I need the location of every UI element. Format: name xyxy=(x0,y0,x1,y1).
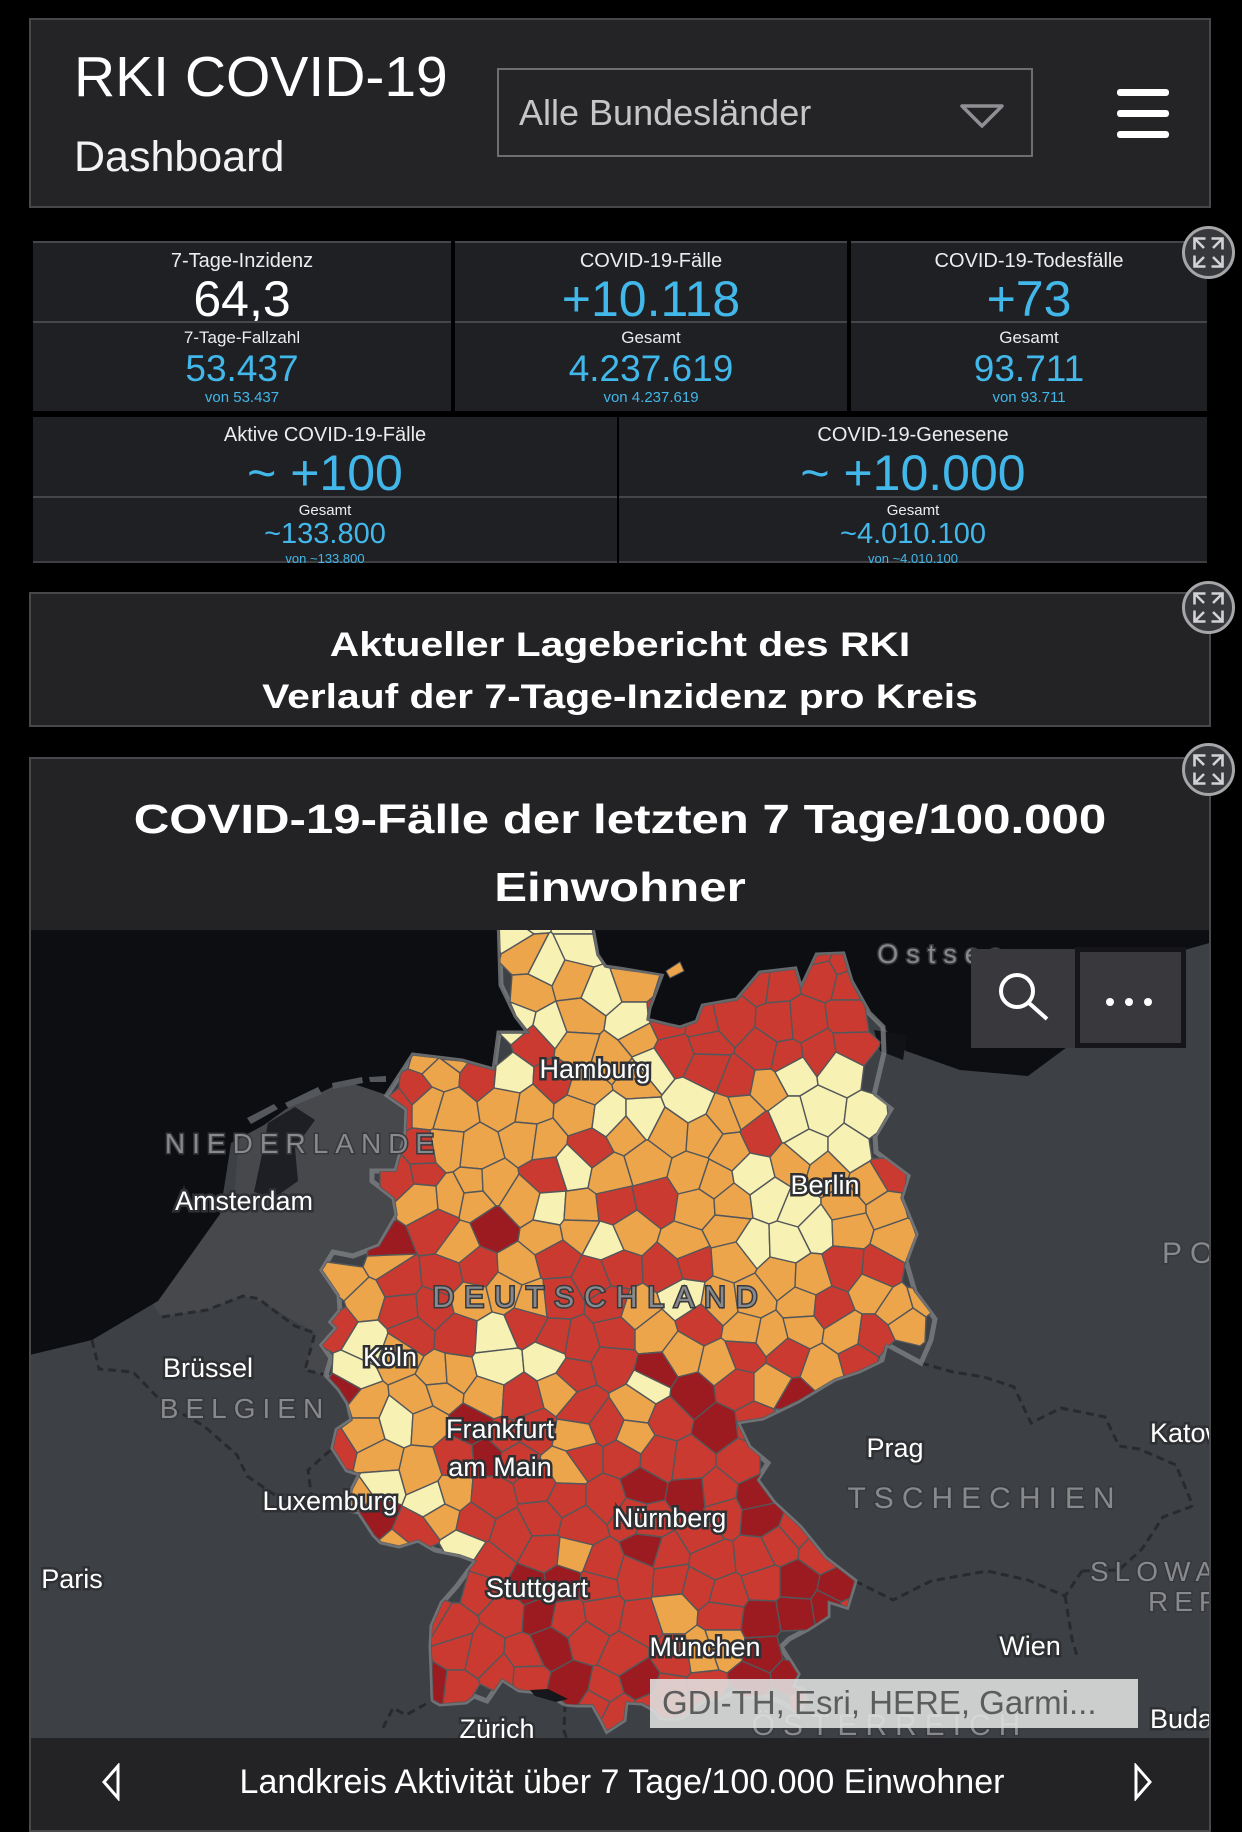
svg-text:Köln: Köln xyxy=(363,1342,417,1372)
svg-text:Amsterdam: Amsterdam xyxy=(175,1186,313,1216)
svg-text:POLEN: POLEN xyxy=(1162,1237,1209,1270)
svg-text:DEUTSCHLAND: DEUTSCHLAND xyxy=(432,1281,767,1314)
svg-text:BELGIEN: BELGIEN xyxy=(160,1393,330,1424)
svg-text:Paris: Paris xyxy=(41,1564,103,1594)
svg-text:Hamburg: Hamburg xyxy=(539,1054,650,1084)
svg-text:REPUBLIK: REPUBLIK xyxy=(1148,1586,1209,1617)
svg-text:Nürnberg: Nürnberg xyxy=(614,1503,727,1533)
svg-text:Berlin: Berlin xyxy=(790,1170,859,1200)
svg-text:Zürich: Zürich xyxy=(459,1714,534,1738)
svg-text:Brüssel: Brüssel xyxy=(163,1353,253,1383)
svg-text:SLOWAKISCHE: SLOWAKISCHE xyxy=(1090,1556,1209,1587)
svg-text:NIEDERLANDE: NIEDERLANDE xyxy=(165,1128,441,1159)
svg-text:Katowice: Katowice xyxy=(1150,1418,1209,1448)
svg-text:Luxemburg: Luxemburg xyxy=(262,1486,397,1516)
svg-text:Frankfurt: Frankfurt xyxy=(446,1414,555,1444)
svg-text:am Main: am Main xyxy=(448,1452,552,1482)
svg-text:Wien: Wien xyxy=(999,1631,1061,1661)
svg-text:Budapest: Budapest xyxy=(1150,1704,1209,1734)
svg-text:Prag: Prag xyxy=(866,1433,923,1463)
svg-text:TSCHECHIEN: TSCHECHIEN xyxy=(847,1482,1122,1515)
svg-text:München: München xyxy=(649,1632,760,1662)
svg-text:Stuttgart: Stuttgart xyxy=(486,1573,589,1603)
